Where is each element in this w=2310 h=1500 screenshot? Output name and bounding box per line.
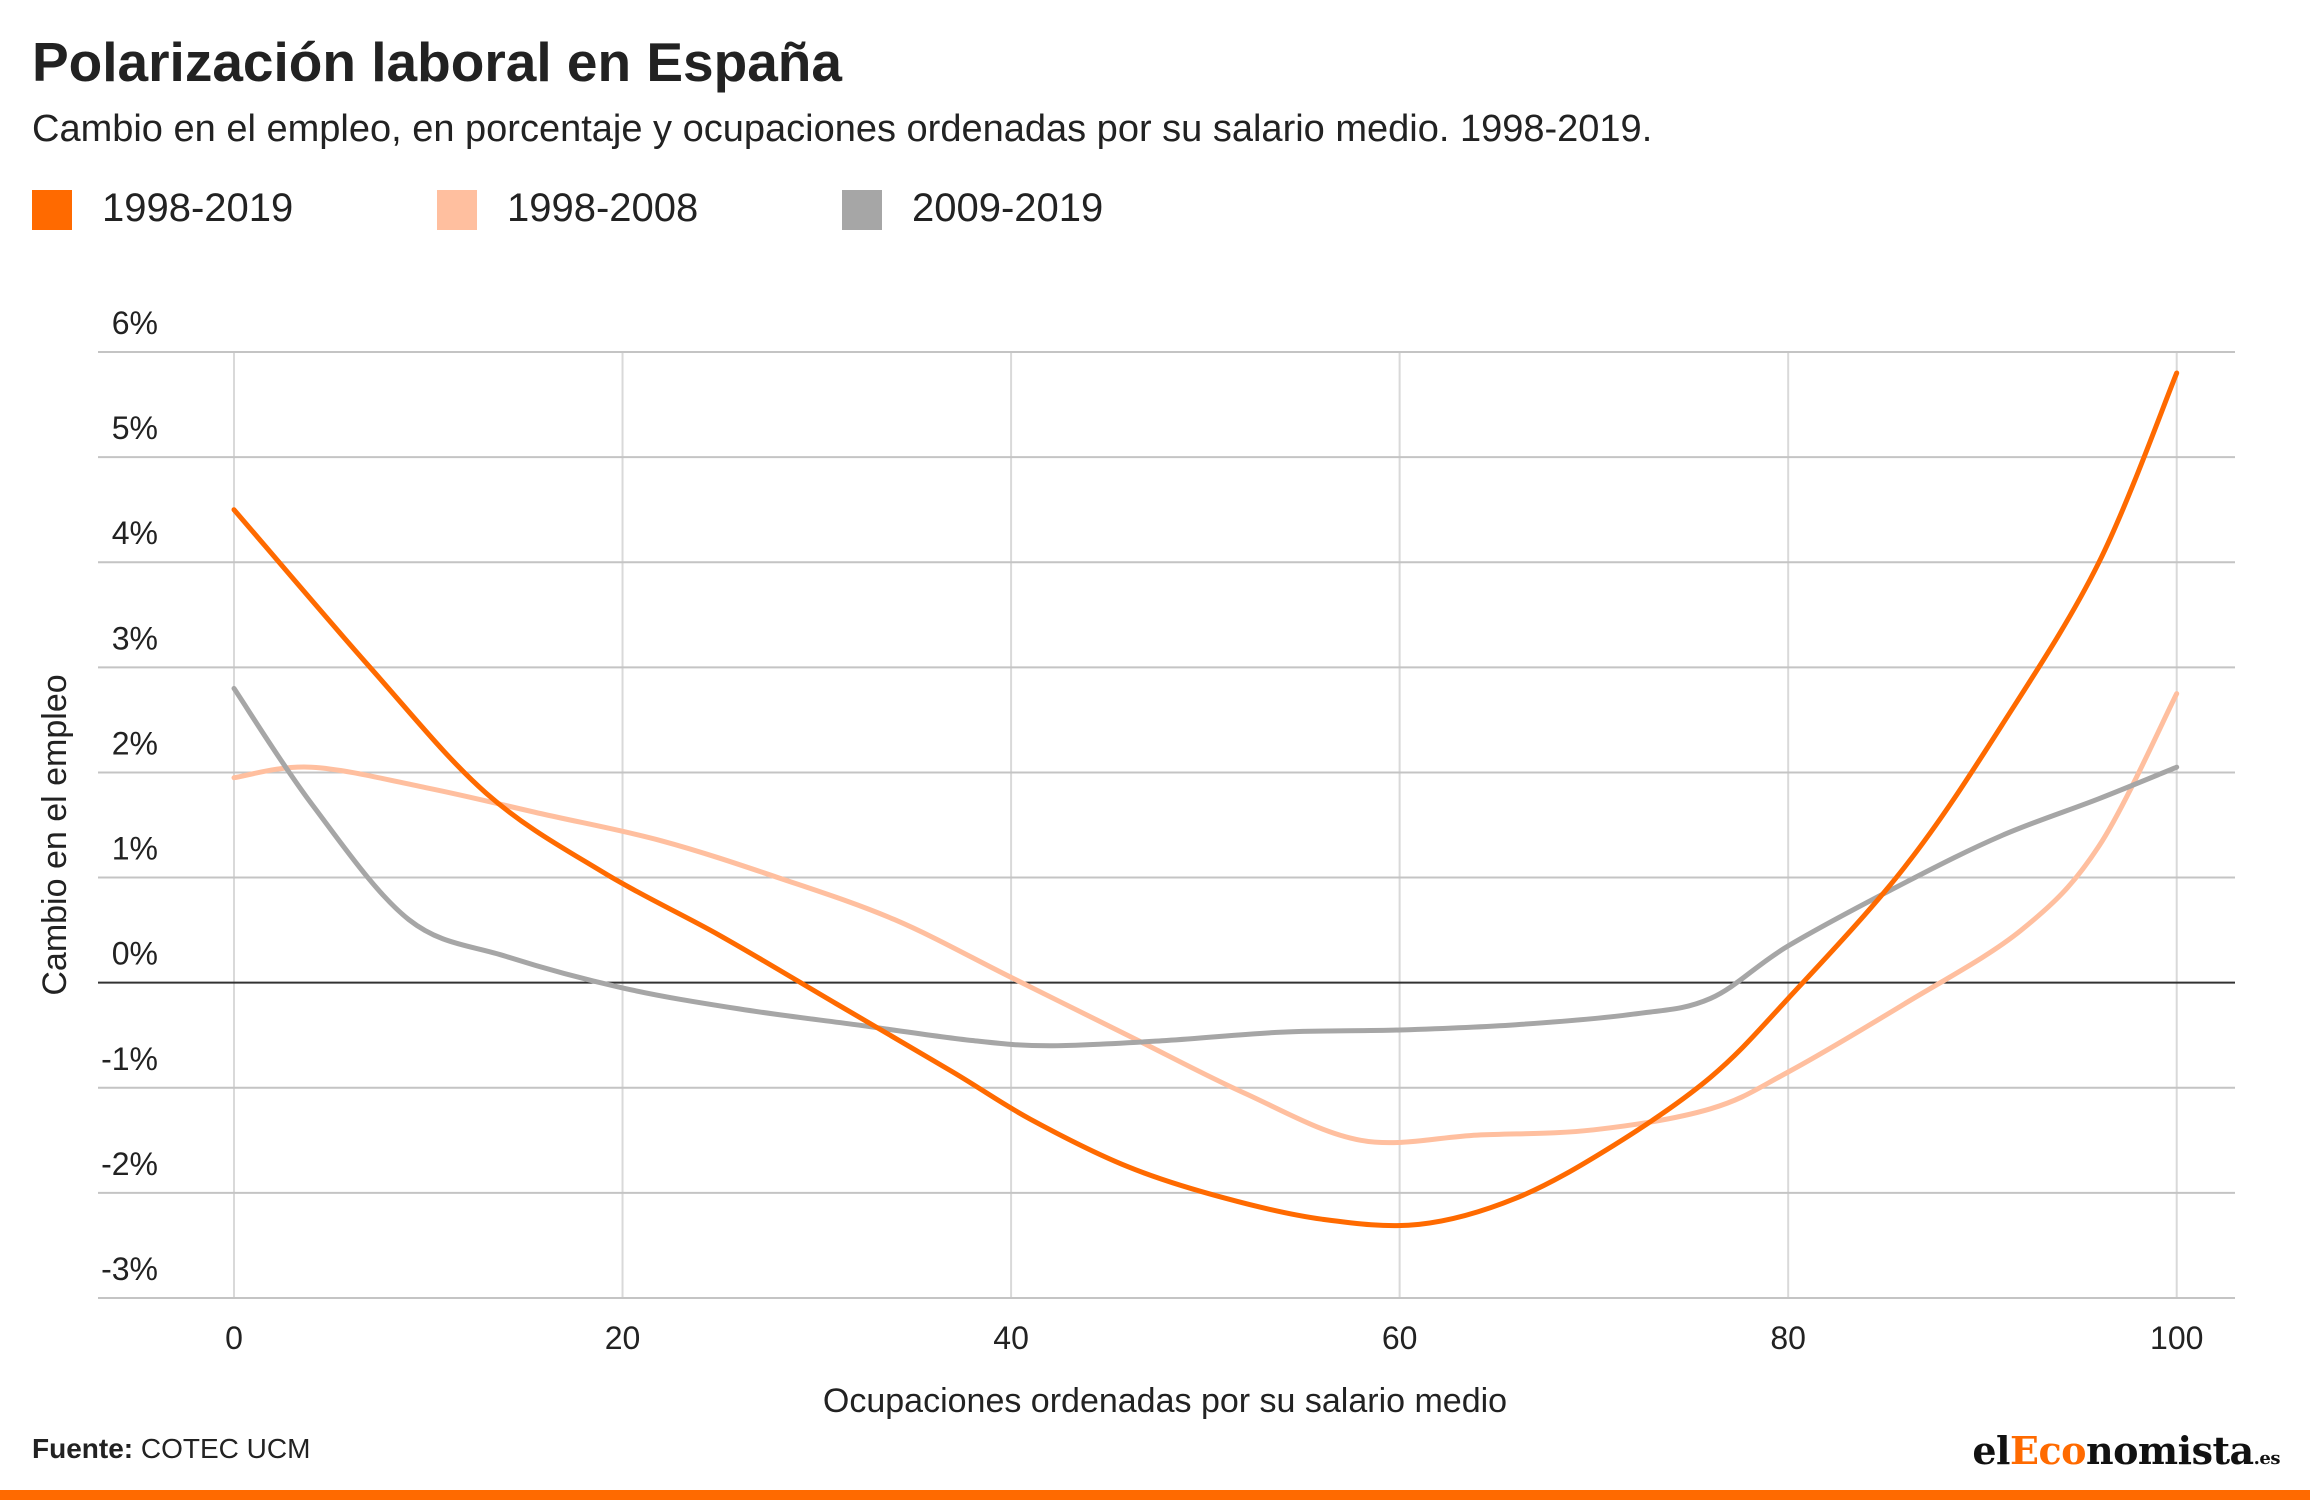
logo-prefix: el xyxy=(1972,1428,2010,1473)
x-tick-label: 80 xyxy=(1770,1320,1806,1356)
x-tick-label: 60 xyxy=(1382,1320,1418,1356)
series-line-1998-2019 xyxy=(231,370,2180,1229)
legend-swatch xyxy=(32,190,72,230)
legend-label: 2009-2019 xyxy=(912,186,1104,230)
source-note: Fuente: COTEC UCM xyxy=(32,1433,310,1465)
y-tick-label: 6% xyxy=(112,305,158,341)
source-label: Fuente: xyxy=(32,1433,134,1464)
y-axis-title: Cambio en el empleo xyxy=(36,674,74,995)
legend-swatch xyxy=(437,190,477,230)
y-tick-label: 1% xyxy=(112,831,158,867)
logo-suffix: nomista xyxy=(2085,1428,2254,1473)
y-tick-label: -1% xyxy=(101,1041,158,1077)
x-tick-label: 0 xyxy=(225,1320,243,1356)
y-tick-label: 5% xyxy=(112,410,158,446)
publisher-logo: elEconomista.es xyxy=(1972,1428,2280,1473)
chart-subtitle: Cambio en el empleo, en porcentaje y ocu… xyxy=(32,108,1653,150)
logo-tld: .es xyxy=(2253,1448,2281,1469)
legend-label: 1998-2008 xyxy=(507,186,699,230)
legend-label: 1998-2019 xyxy=(102,186,294,230)
y-tick-label: 2% xyxy=(112,725,158,761)
y-tick-label: -3% xyxy=(101,1251,158,1287)
y-tick-label: 3% xyxy=(112,620,158,656)
series-line-2009-2019 xyxy=(231,685,2180,1049)
x-tick-label: 40 xyxy=(993,1320,1029,1356)
y-tick-label: -2% xyxy=(101,1146,158,1182)
y-tick-label: 4% xyxy=(112,515,158,551)
bottom-accent-bar xyxy=(0,1490,2310,1500)
source-text: COTEC UCM xyxy=(133,1433,311,1464)
chart-title: Polarización laboral en España xyxy=(32,31,842,93)
x-tick-label: 100 xyxy=(2150,1320,2203,1356)
legend-swatch xyxy=(842,190,882,230)
logo-accent: Eco xyxy=(2010,1428,2086,1473)
x-axis-title: Ocupaciones ordenadas por su salario med… xyxy=(823,1382,1507,1420)
series-line-1998-2008 xyxy=(231,691,2180,1146)
x-tick-label: 20 xyxy=(605,1320,641,1356)
y-tick-label: 0% xyxy=(112,936,158,972)
